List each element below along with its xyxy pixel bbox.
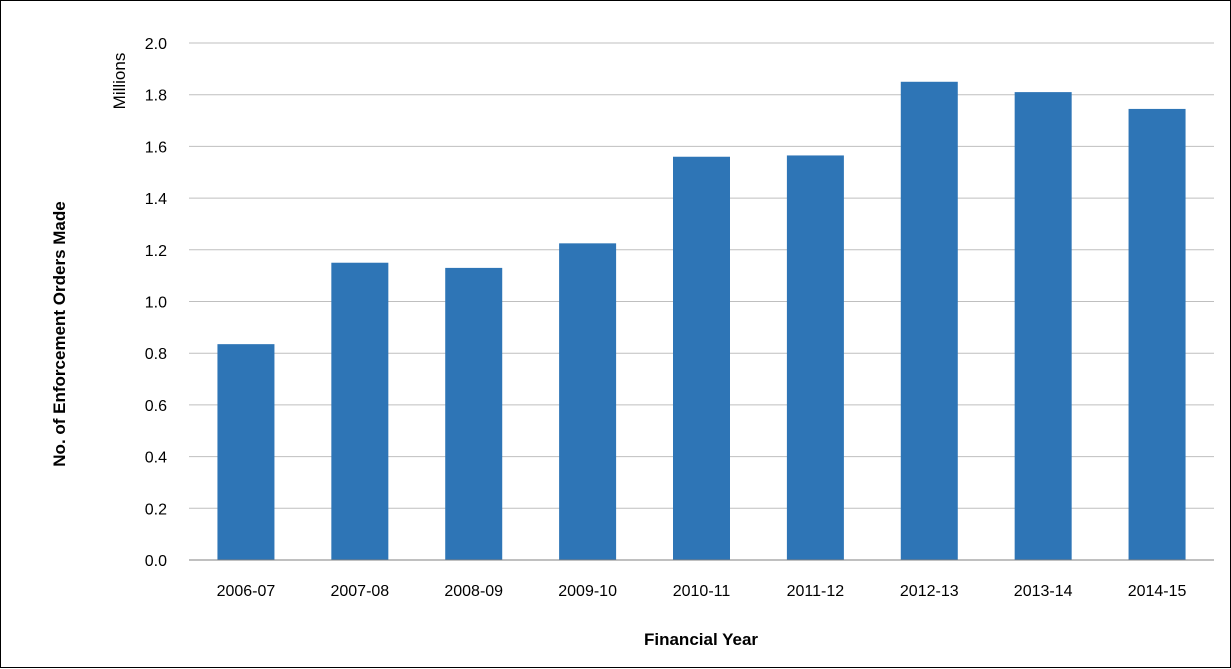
x-axis-title: Financial Year xyxy=(644,630,758,649)
y-tick-label: 0.8 xyxy=(145,346,167,363)
y-tick-label: 1.8 xyxy=(145,88,167,105)
y-tick-label: 1.4 xyxy=(145,191,167,208)
x-tick-label: 2008-09 xyxy=(444,583,503,600)
x-tick-label: 2006-07 xyxy=(217,583,276,600)
bar-2008-09 xyxy=(445,267,503,560)
bar-2006-07 xyxy=(217,344,275,560)
bar-2013-14 xyxy=(1014,92,1072,561)
y-tick-label: 1.2 xyxy=(145,243,167,260)
bar-2014-15 xyxy=(1128,108,1186,560)
y-tick-label: 2.0 xyxy=(145,36,167,53)
x-tick-label: 2007-08 xyxy=(330,583,389,600)
y-unit-label: Millions xyxy=(110,53,129,110)
bars xyxy=(217,81,1186,561)
bar-2009-10 xyxy=(559,243,617,560)
x-tick-label: 2009-10 xyxy=(558,583,617,600)
y-tick-label: 1.0 xyxy=(145,295,167,312)
bar-2012-13 xyxy=(900,81,958,561)
x-tick-label: 2014-15 xyxy=(1128,583,1187,600)
bar-2011-12 xyxy=(786,155,844,560)
bar-2007-08 xyxy=(331,262,389,560)
x-tick-label: 2011-12 xyxy=(787,583,845,600)
y-tick-labels: 0.0 0.2 0.4 0.6 0.8 1.0 1.2 1.4 1.6 1.8 2.0 xyxy=(145,36,167,570)
y-tick-label: 0.2 xyxy=(145,501,167,518)
bar-2010-11 xyxy=(673,156,730,561)
y-tick-label: 1.6 xyxy=(145,139,167,156)
x-tick-labels: 2006-07 2007-08 2008-09 2009-10 2010-11 2011-… xyxy=(217,583,1187,600)
y-axis-title: No. of Enforcement Orders Made xyxy=(50,201,69,466)
y-tick-label: 0.6 xyxy=(145,398,167,415)
x-tick-label: 2012-13 xyxy=(900,583,959,600)
x-tick-label: 2010-11 xyxy=(673,583,731,600)
x-tick-label: 2013-14 xyxy=(1014,583,1073,600)
y-tick-label: 0.0 xyxy=(145,553,167,570)
y-tick-label: 0.4 xyxy=(145,450,167,467)
